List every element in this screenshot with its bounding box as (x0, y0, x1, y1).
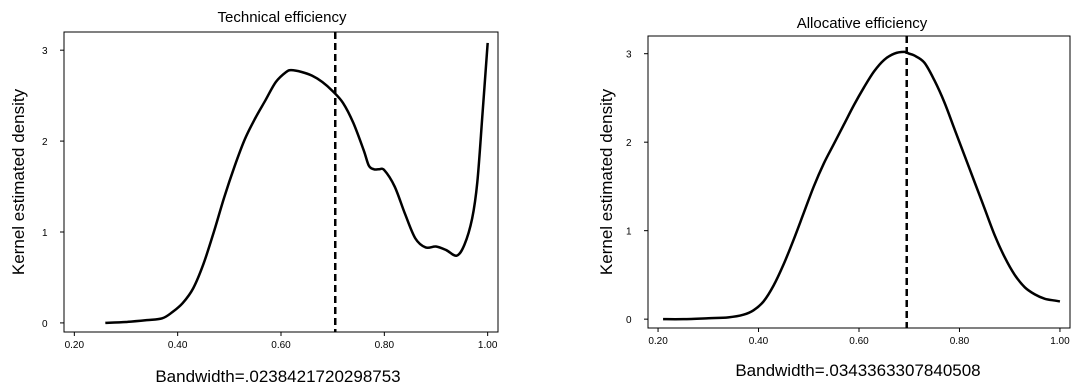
y-tick-label: 0 (626, 315, 632, 326)
y-axis-label: Kernel estimated density (9, 88, 28, 275)
chart-title: Allocative efficiency (797, 15, 928, 32)
y-axis: 0 1 2 3 (42, 46, 64, 330)
x-tick-label: 0.60 (849, 336, 869, 347)
x-tick-label: 0.80 (375, 340, 395, 351)
y-axis-label: Kernel estimated density (597, 88, 616, 275)
x-axis-label: Bandwidth=.0343363307840508 (735, 361, 980, 380)
y-tick-label: 2 (626, 138, 632, 149)
y-tick-label: 1 (42, 228, 48, 239)
x-tick-label: 0.20 (65, 340, 85, 351)
y-axis: 0 1 2 3 (626, 50, 648, 326)
density-curve (105, 42, 489, 325)
x-tick-label: 0.40 (168, 340, 188, 351)
x-axis-label: Bandwidth=.0238421720298753 (155, 367, 400, 386)
density-curve (663, 50, 1061, 321)
x-axis: 0.20 0.40 0.60 0.80 1.00 (65, 332, 498, 351)
x-tick-label: 0.80 (950, 336, 970, 347)
x-tick-label: 0.60 (271, 340, 291, 351)
y-tick-label: 3 (42, 46, 48, 57)
y-tick-label: 2 (42, 137, 48, 148)
y-tick-label: 1 (626, 227, 632, 238)
x-tick-label: 0.40 (749, 336, 769, 347)
x-tick-label: 1.00 (478, 340, 498, 351)
y-tick-label: 0 (42, 319, 48, 330)
chart-title: Technical efficiency (218, 9, 347, 26)
x-axis: 0.20 0.40 0.60 0.80 1.00 (648, 328, 1070, 347)
plot-frame (647, 35, 1071, 329)
x-tick-label: 0.20 (648, 336, 668, 347)
y-tick-label: 3 (626, 50, 632, 61)
x-tick-label: 1.00 (1050, 336, 1070, 347)
